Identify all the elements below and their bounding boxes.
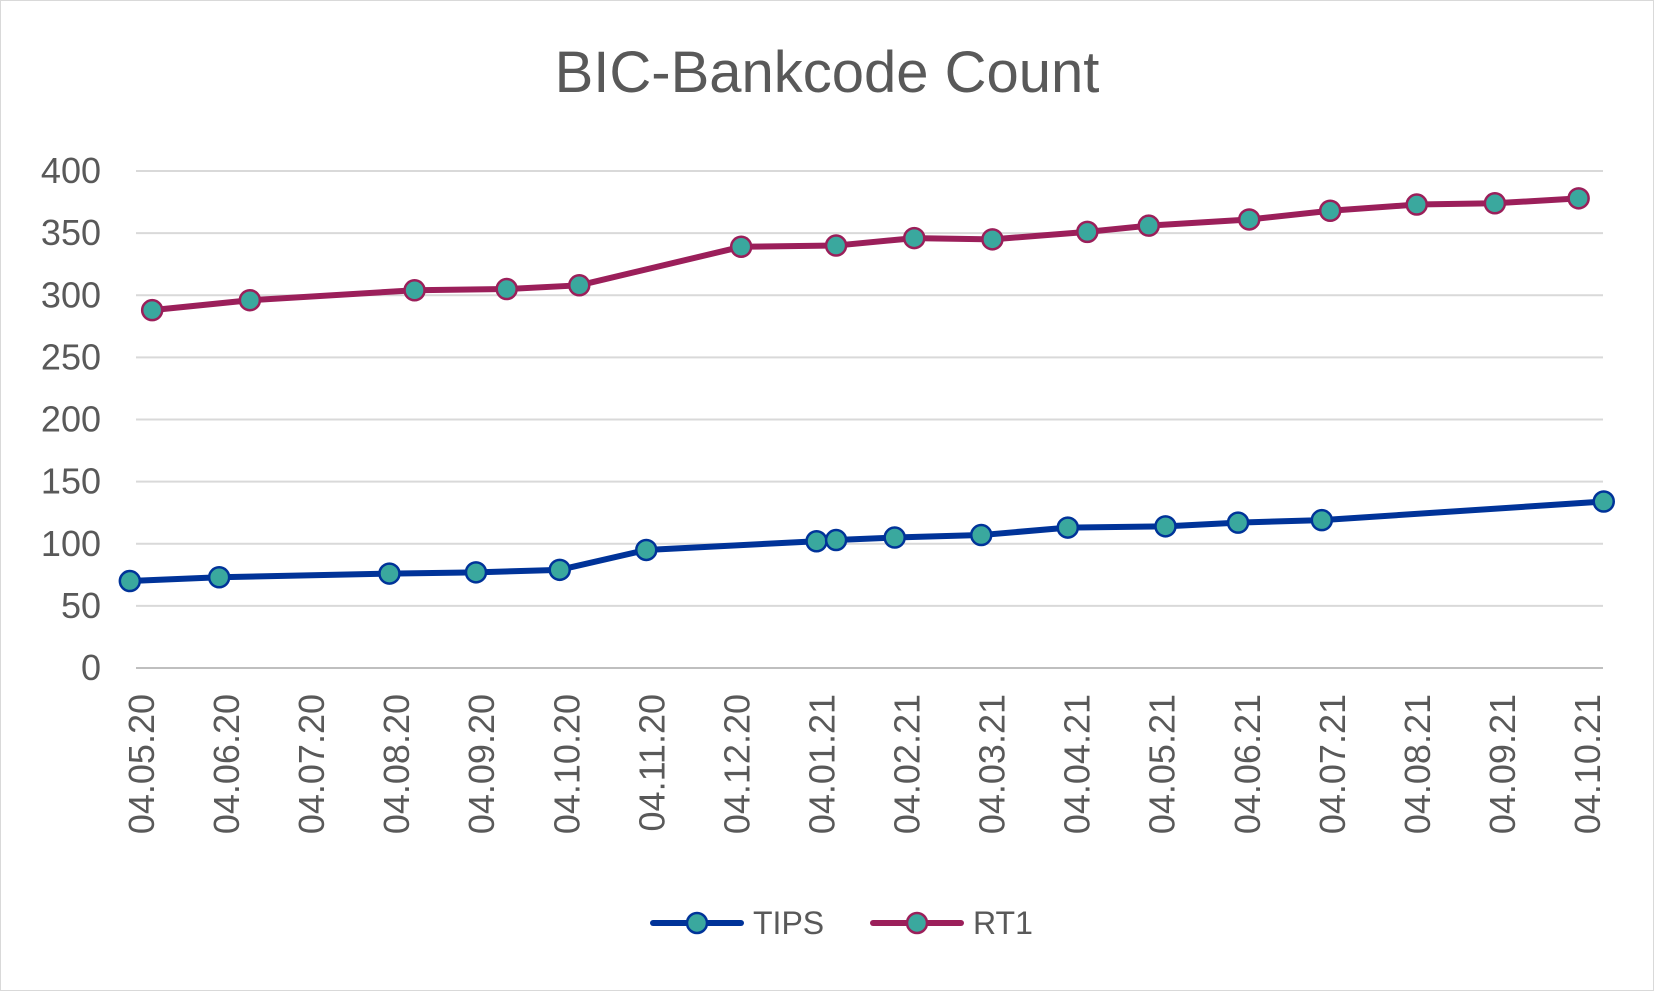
data-point-rt1 (495, 277, 518, 301)
data-point-tips (464, 561, 488, 584)
y-tick-label: 200 (41, 399, 101, 440)
data-point-tips (207, 566, 231, 589)
data-point-rt1 (824, 234, 848, 257)
x-tick-label: 04.07.20 (291, 694, 332, 834)
x-tick-label: 04.05.21 (1142, 694, 1183, 834)
legend-marker-tips (685, 911, 709, 935)
data-point-tips (118, 569, 142, 593)
data-point-rt1 (1137, 214, 1160, 237)
x-tick-label: 04.06.20 (206, 694, 247, 834)
data-point-rt1 (729, 235, 753, 259)
data-point-tips (1310, 508, 1334, 532)
series (118, 187, 1615, 593)
x-tick-label: 04.08.21 (1397, 694, 1438, 834)
chart-title: BIC-Bankcode Count (554, 40, 1100, 105)
x-tick-label: 04.11.20 (631, 694, 672, 831)
data-point-rt1 (1318, 199, 1342, 223)
data-point-rt1 (1567, 187, 1590, 210)
data-point-tips (548, 558, 571, 582)
data-point-rt1 (902, 226, 926, 250)
y-tick-label: 400 (41, 150, 101, 191)
legend-item-tips: TIPS (650, 905, 824, 941)
x-tick-label: 04.10.20 (546, 694, 587, 834)
legend: TIPS RT1 (650, 905, 1033, 941)
data-point-rt1 (981, 228, 1004, 251)
x-tick-label: 04.08.20 (376, 694, 417, 834)
x-tick-label: 04.07.21 (1312, 694, 1353, 834)
y-tick-label: 100 (41, 523, 101, 564)
data-point-rt1 (238, 288, 262, 312)
x-tick-label: 04.01.21 (801, 694, 842, 834)
data-point-rt1 (1483, 192, 1507, 215)
data-point-tips (805, 530, 828, 553)
data-point-tips (378, 562, 401, 585)
x-tick-label: 04.04.21 (1057, 694, 1098, 834)
y-tick-label: 0 (81, 647, 101, 688)
y-tick-label: 300 (41, 274, 101, 315)
y-tick-label: 350 (41, 212, 101, 253)
data-point-rt1 (568, 274, 591, 297)
data-point-tips (1226, 511, 1250, 534)
data-point-tips (1154, 515, 1177, 538)
x-tick-label: 04.12.20 (716, 694, 757, 834)
data-point-rt1 (403, 279, 426, 302)
data-point-tips (1592, 490, 1615, 513)
y-tick-label: 50 (61, 585, 101, 626)
y-axis-ticks: 0 50 100 150 200 250 300 350 400 (41, 150, 101, 688)
legend-label-tips: TIPS (753, 905, 824, 941)
x-tick-label: 04.05.20 (121, 694, 162, 834)
series-line-tips (126, 498, 1607, 585)
x-axis-ticks: 04.05.20 04.06.20 04.07.20 04.08.20 04.09.20… (121, 694, 1608, 834)
x-tick-label: 04.10.21 (1567, 694, 1608, 834)
legend-item-rt1: RT1 (870, 905, 1033, 941)
data-point-tips (1056, 516, 1080, 539)
x-tick-label: 04.03.21 (972, 694, 1013, 834)
data-point-rt1 (1405, 193, 1428, 216)
x-tick-label: 04.09.21 (1482, 694, 1523, 834)
data-point-tips (883, 526, 906, 549)
x-tick-label: 04.06.21 (1227, 694, 1268, 834)
data-point-tips (635, 538, 658, 562)
data-point-tips (969, 523, 993, 547)
legend-marker-rt1 (905, 911, 929, 935)
data-point-rt1 (1076, 220, 1099, 244)
x-tick-label: 04.09.20 (461, 694, 502, 834)
data-point-tips (824, 528, 848, 552)
series-line-rt1 (149, 195, 1582, 314)
legend-label-rt1: RT1 (973, 905, 1033, 941)
data-point-rt1 (140, 298, 164, 322)
gridlines (136, 170, 1603, 669)
data-point-rt1 (1237, 208, 1261, 231)
y-tick-label: 250 (41, 336, 101, 377)
x-tick-label: 04.02.21 (887, 694, 928, 834)
y-tick-label: 150 (41, 461, 101, 502)
